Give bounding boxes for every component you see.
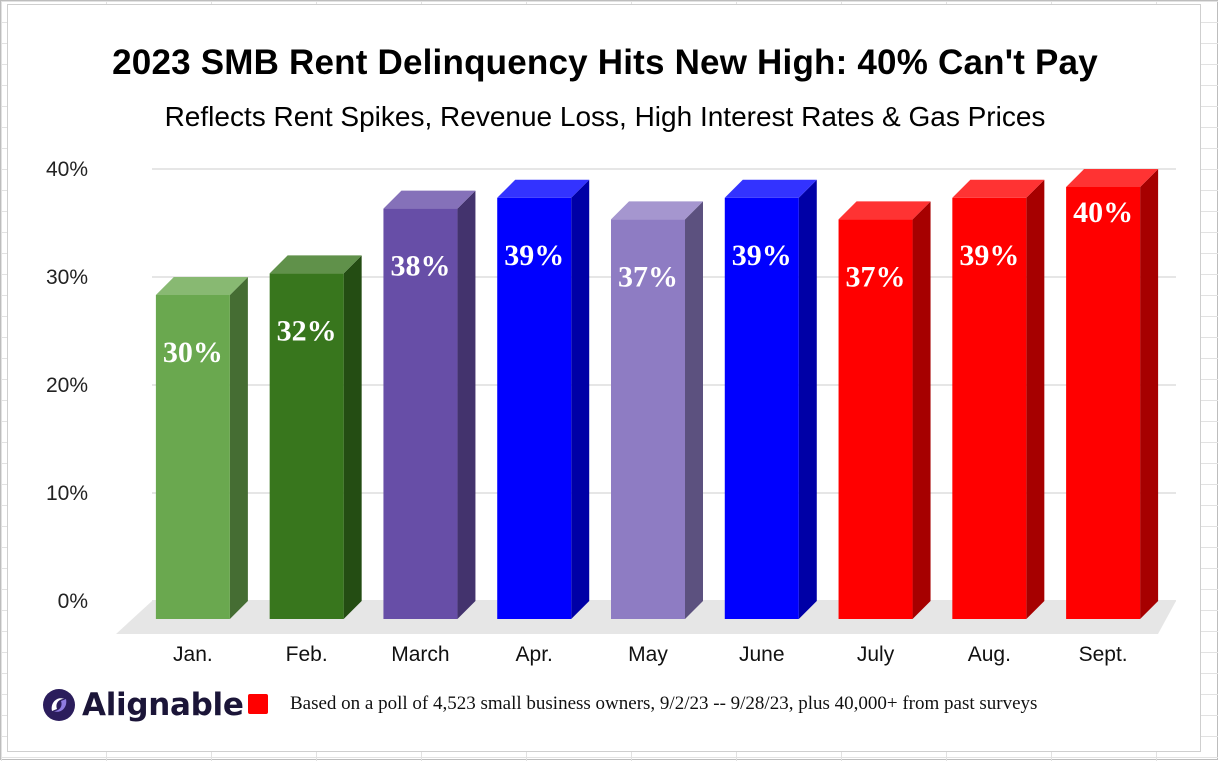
x-axis-categories: Jan. Feb. March Apr. May June July Aug. Sept. [173,643,1128,666]
x-category-label: Jan. [173,643,213,666]
bar-chart: 30% 32% 38% 39% 37% 39% 37% 39% 40% 0% 10% 20% 30% 4… [46,158,1176,666]
bar-front [383,208,458,619]
bar-front [497,197,572,620]
alignable-logo-icon [43,689,75,721]
bar: 39% [952,179,1045,620]
data-label: 38% [390,250,450,283]
bar-side [457,190,476,619]
data-label: 39% [959,239,1019,272]
bar: 37% [611,201,703,619]
bar-top [838,201,931,220]
bar-top [611,201,703,220]
bar-side [1026,179,1045,620]
bar: 39% [724,179,817,620]
bar-top [383,190,476,209]
bar-front [838,219,913,619]
data-label: 39% [504,239,564,272]
bar: 40% [1066,169,1159,619]
bar-side [571,179,590,620]
bar-side [1140,169,1159,619]
chart-card[interactable]: 2023 SMB Rent Delinquency Hits New High:… [7,4,1201,752]
bar: 37% [838,201,931,619]
legend-swatch [248,694,268,714]
logo-wordmark: Alignable [82,687,244,723]
bar-top [724,179,817,198]
bar: 39% [497,179,590,620]
bar-top [1066,169,1159,187]
data-label: 37% [618,260,678,293]
bar-front [155,295,230,619]
y-tick-label: 30% [46,266,88,289]
bar-front [952,197,1027,620]
bar-top [155,277,248,295]
legend-text: Based on a poll of 4,523 small business … [290,693,1038,714]
bar-front [1066,187,1141,619]
bar-top [497,179,590,198]
bar: 38% [383,190,476,619]
x-category-label: Feb. [286,643,328,666]
alignable-logo: Alignable [42,685,244,725]
data-label: 40% [1073,196,1133,229]
y-tick-label: 0% [58,590,88,613]
y-tick-label: 40% [46,158,88,181]
chart-bars: 30% 32% 38% 39% 37% 39% 37% 39% 40% [155,169,1159,620]
x-category-label: March [391,643,449,666]
y-tick-label: 10% [46,482,88,505]
bar-side [912,201,931,619]
bar-front [269,273,344,619]
bar: 30% [155,277,248,619]
chart-subtitle: Reflects Rent Spikes, Revenue Loss, High… [164,101,1046,132]
y-tick-label: 20% [46,374,88,397]
data-label: 39% [732,239,792,272]
bar-top [952,179,1045,198]
x-category-label: Sept. [1079,643,1128,666]
bar-top [269,255,362,274]
bar-side [229,277,248,619]
y-axis-ticks: 0% 10% 20% 30% 40% [46,158,88,613]
data-label: 30% [163,336,223,369]
x-category-label: Aug. [968,643,1011,666]
bar-side [685,201,703,619]
data-label: 32% [277,314,337,347]
data-label: 37% [846,260,906,293]
x-category-label: Apr. [516,643,553,666]
bar-front [611,219,685,619]
bar-side [798,179,817,620]
bar-front [724,197,799,620]
x-category-label: May [628,643,668,666]
x-category-label: July [857,643,895,666]
chart-legend: Based on a poll of 4,523 small business … [248,693,1037,715]
bar: 32% [269,255,362,619]
x-category-label: June [739,643,785,666]
chart-title: 2023 SMB Rent Delinquency Hits New High:… [112,43,1098,82]
bar-side [343,255,362,619]
